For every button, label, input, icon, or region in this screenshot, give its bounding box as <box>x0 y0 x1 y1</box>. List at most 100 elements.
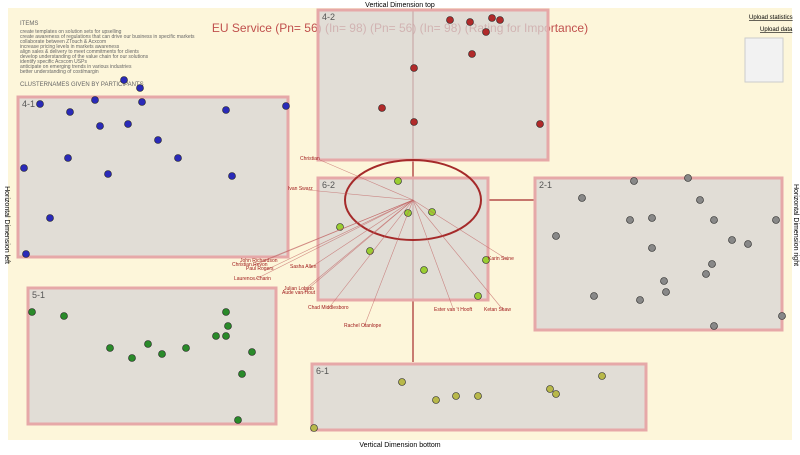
point <box>702 270 710 278</box>
point <box>474 392 482 400</box>
point <box>772 216 780 224</box>
point <box>238 370 246 378</box>
point <box>536 120 544 128</box>
participant-name: Ketan Shaw <box>484 307 511 313</box>
cluster-panel <box>533 176 784 332</box>
point <box>138 98 146 106</box>
point <box>66 108 74 116</box>
thumbnail[interactable] <box>744 37 784 83</box>
point <box>630 177 638 185</box>
point <box>466 18 474 26</box>
cluster-panel <box>16 95 290 259</box>
point <box>228 172 236 180</box>
point <box>248 348 256 356</box>
point <box>468 50 476 58</box>
point <box>182 344 190 352</box>
item-line: anticipate on emerging trends in various… <box>20 64 132 70</box>
point <box>144 340 152 348</box>
point <box>378 104 386 112</box>
cluster-label: 6-2 <box>322 180 335 190</box>
point <box>22 250 30 258</box>
point <box>482 256 490 264</box>
name-link <box>363 199 414 328</box>
axis-left: Horizontal Dimension left <box>3 186 10 264</box>
point <box>474 292 482 300</box>
point <box>91 96 99 104</box>
point <box>482 28 490 36</box>
point <box>420 266 428 274</box>
participant-name: Aude van Hout <box>282 290 316 296</box>
point <box>662 288 670 296</box>
point <box>546 385 554 393</box>
point <box>626 216 634 224</box>
point <box>234 416 242 424</box>
participant-name: Julian Lobato <box>284 286 314 292</box>
point <box>174 154 182 162</box>
point <box>20 164 28 172</box>
items-heading: ITEMS <box>20 21 38 27</box>
item-line: create templates on solution sets for up… <box>20 29 122 35</box>
point <box>96 122 104 130</box>
name-link <box>265 199 414 271</box>
point <box>136 84 144 92</box>
point <box>410 118 418 126</box>
point <box>158 350 166 358</box>
name-link <box>307 189 414 201</box>
name-link <box>412 199 505 312</box>
point <box>590 292 598 300</box>
point <box>488 14 496 22</box>
item-line: increase pricing levels in markets aware… <box>20 44 120 50</box>
point <box>496 16 504 24</box>
name-link <box>253 199 414 281</box>
point <box>120 76 128 84</box>
name-link <box>309 199 414 269</box>
participant-name: Ivan Swarz <box>288 186 313 192</box>
participant-name: Karin Seine <box>488 256 514 262</box>
name-link <box>327 199 414 310</box>
participant-name: John Richardson <box>240 258 278 264</box>
point <box>452 392 460 400</box>
point <box>432 396 440 404</box>
point <box>282 102 290 110</box>
point <box>446 16 454 24</box>
upload-statistics[interactable]: Upload statistics <box>749 15 793 21</box>
point <box>128 354 136 362</box>
name-link <box>319 159 414 201</box>
point <box>104 170 112 178</box>
item-line: align sales & delivery to meet commitmen… <box>20 49 139 55</box>
participant-name: Rachel Otanlope <box>344 323 381 329</box>
point <box>46 214 54 222</box>
point <box>60 312 68 320</box>
axis-right: Horizontal Dimension right <box>792 184 799 266</box>
point <box>222 332 230 340</box>
cluster-panel <box>316 8 550 162</box>
upload-data[interactable]: Upload data <box>760 27 793 33</box>
point <box>154 136 162 144</box>
focus-ellipse <box>344 159 482 241</box>
item-line: identify specific Acxcom USPs <box>20 59 87 65</box>
point <box>660 277 668 285</box>
point <box>598 372 606 380</box>
point <box>310 424 318 432</box>
participant-name: Chad Middlesboro <box>308 305 349 311</box>
name-link <box>412 199 455 312</box>
cluster-label: 2-1 <box>539 180 552 190</box>
point <box>224 322 232 330</box>
cluster-label: 4-2 <box>322 12 335 22</box>
point <box>552 232 560 240</box>
item-line: better understanding of cost/margin <box>20 69 99 75</box>
point <box>648 244 656 252</box>
item-line: create awareness of regulations that can… <box>20 34 195 40</box>
point <box>124 120 132 128</box>
cluster-panel <box>26 286 278 426</box>
point <box>708 260 716 268</box>
item-line: collaborate between ZTouch & Acxcom <box>20 39 106 45</box>
name-link <box>251 199 414 267</box>
point <box>398 378 406 386</box>
cluster-label: 5-1 <box>32 290 45 300</box>
clusternames-heading: CLUSTERNAMES GIVEN BY PARTICIPANTS <box>20 82 144 88</box>
point <box>366 247 374 255</box>
point <box>64 154 72 162</box>
point <box>710 216 718 224</box>
